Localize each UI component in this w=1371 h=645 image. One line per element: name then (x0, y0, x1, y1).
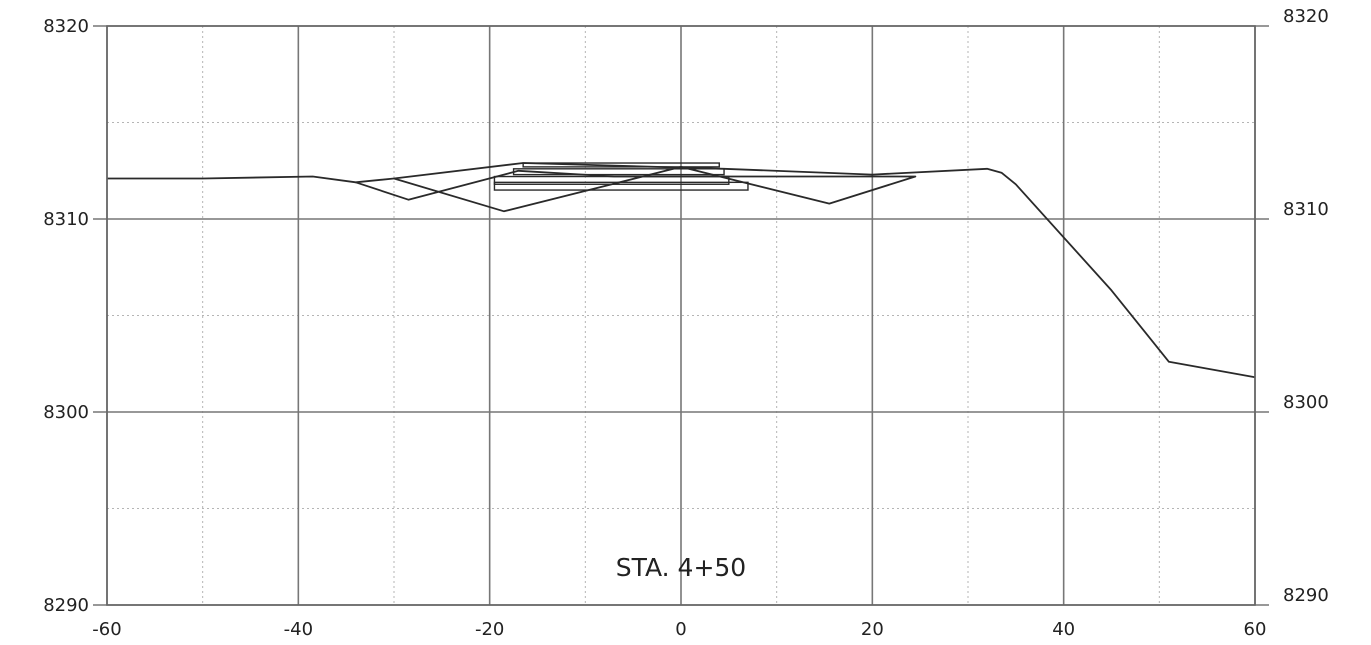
x-tick-label: -40 (284, 619, 313, 640)
y-tick-label-right: 8310 (1283, 199, 1329, 220)
y-tick-label-left: 8290 (43, 595, 89, 616)
x-tick-label: 40 (1052, 619, 1075, 640)
x-tick-label: 0 (675, 619, 686, 640)
y-tick-label-left: 8320 (43, 16, 89, 37)
ground-line (107, 162, 1256, 379)
y-tick-label-right: 8300 (1283, 392, 1329, 413)
x-tick-label: 20 (861, 619, 884, 640)
series-group (107, 162, 1256, 379)
station-label: STA. 4+50 (616, 553, 746, 582)
x-tick-label: -60 (92, 619, 121, 640)
y-tick-label-left: 8310 (43, 209, 89, 230)
y-tick-label-left: 8300 (43, 402, 89, 423)
plot-frame (106, 25, 1256, 606)
pavement-layer (522, 162, 720, 168)
x-tick-label: 60 (1244, 619, 1267, 640)
design-line (355, 165, 917, 213)
y-tick-label-right: 8290 (1283, 585, 1329, 606)
pavement-layer (493, 181, 749, 191)
tick-labels: -60 -40 -20 0 20 40 60 8290 8290 8300 8300 8310 8310… (43, 6, 1329, 640)
x-tick-label: -20 (475, 619, 504, 640)
y-tick-label-right: 8320 (1283, 6, 1329, 27)
grid (93, 25, 1269, 606)
pavement-layer (493, 175, 730, 185)
